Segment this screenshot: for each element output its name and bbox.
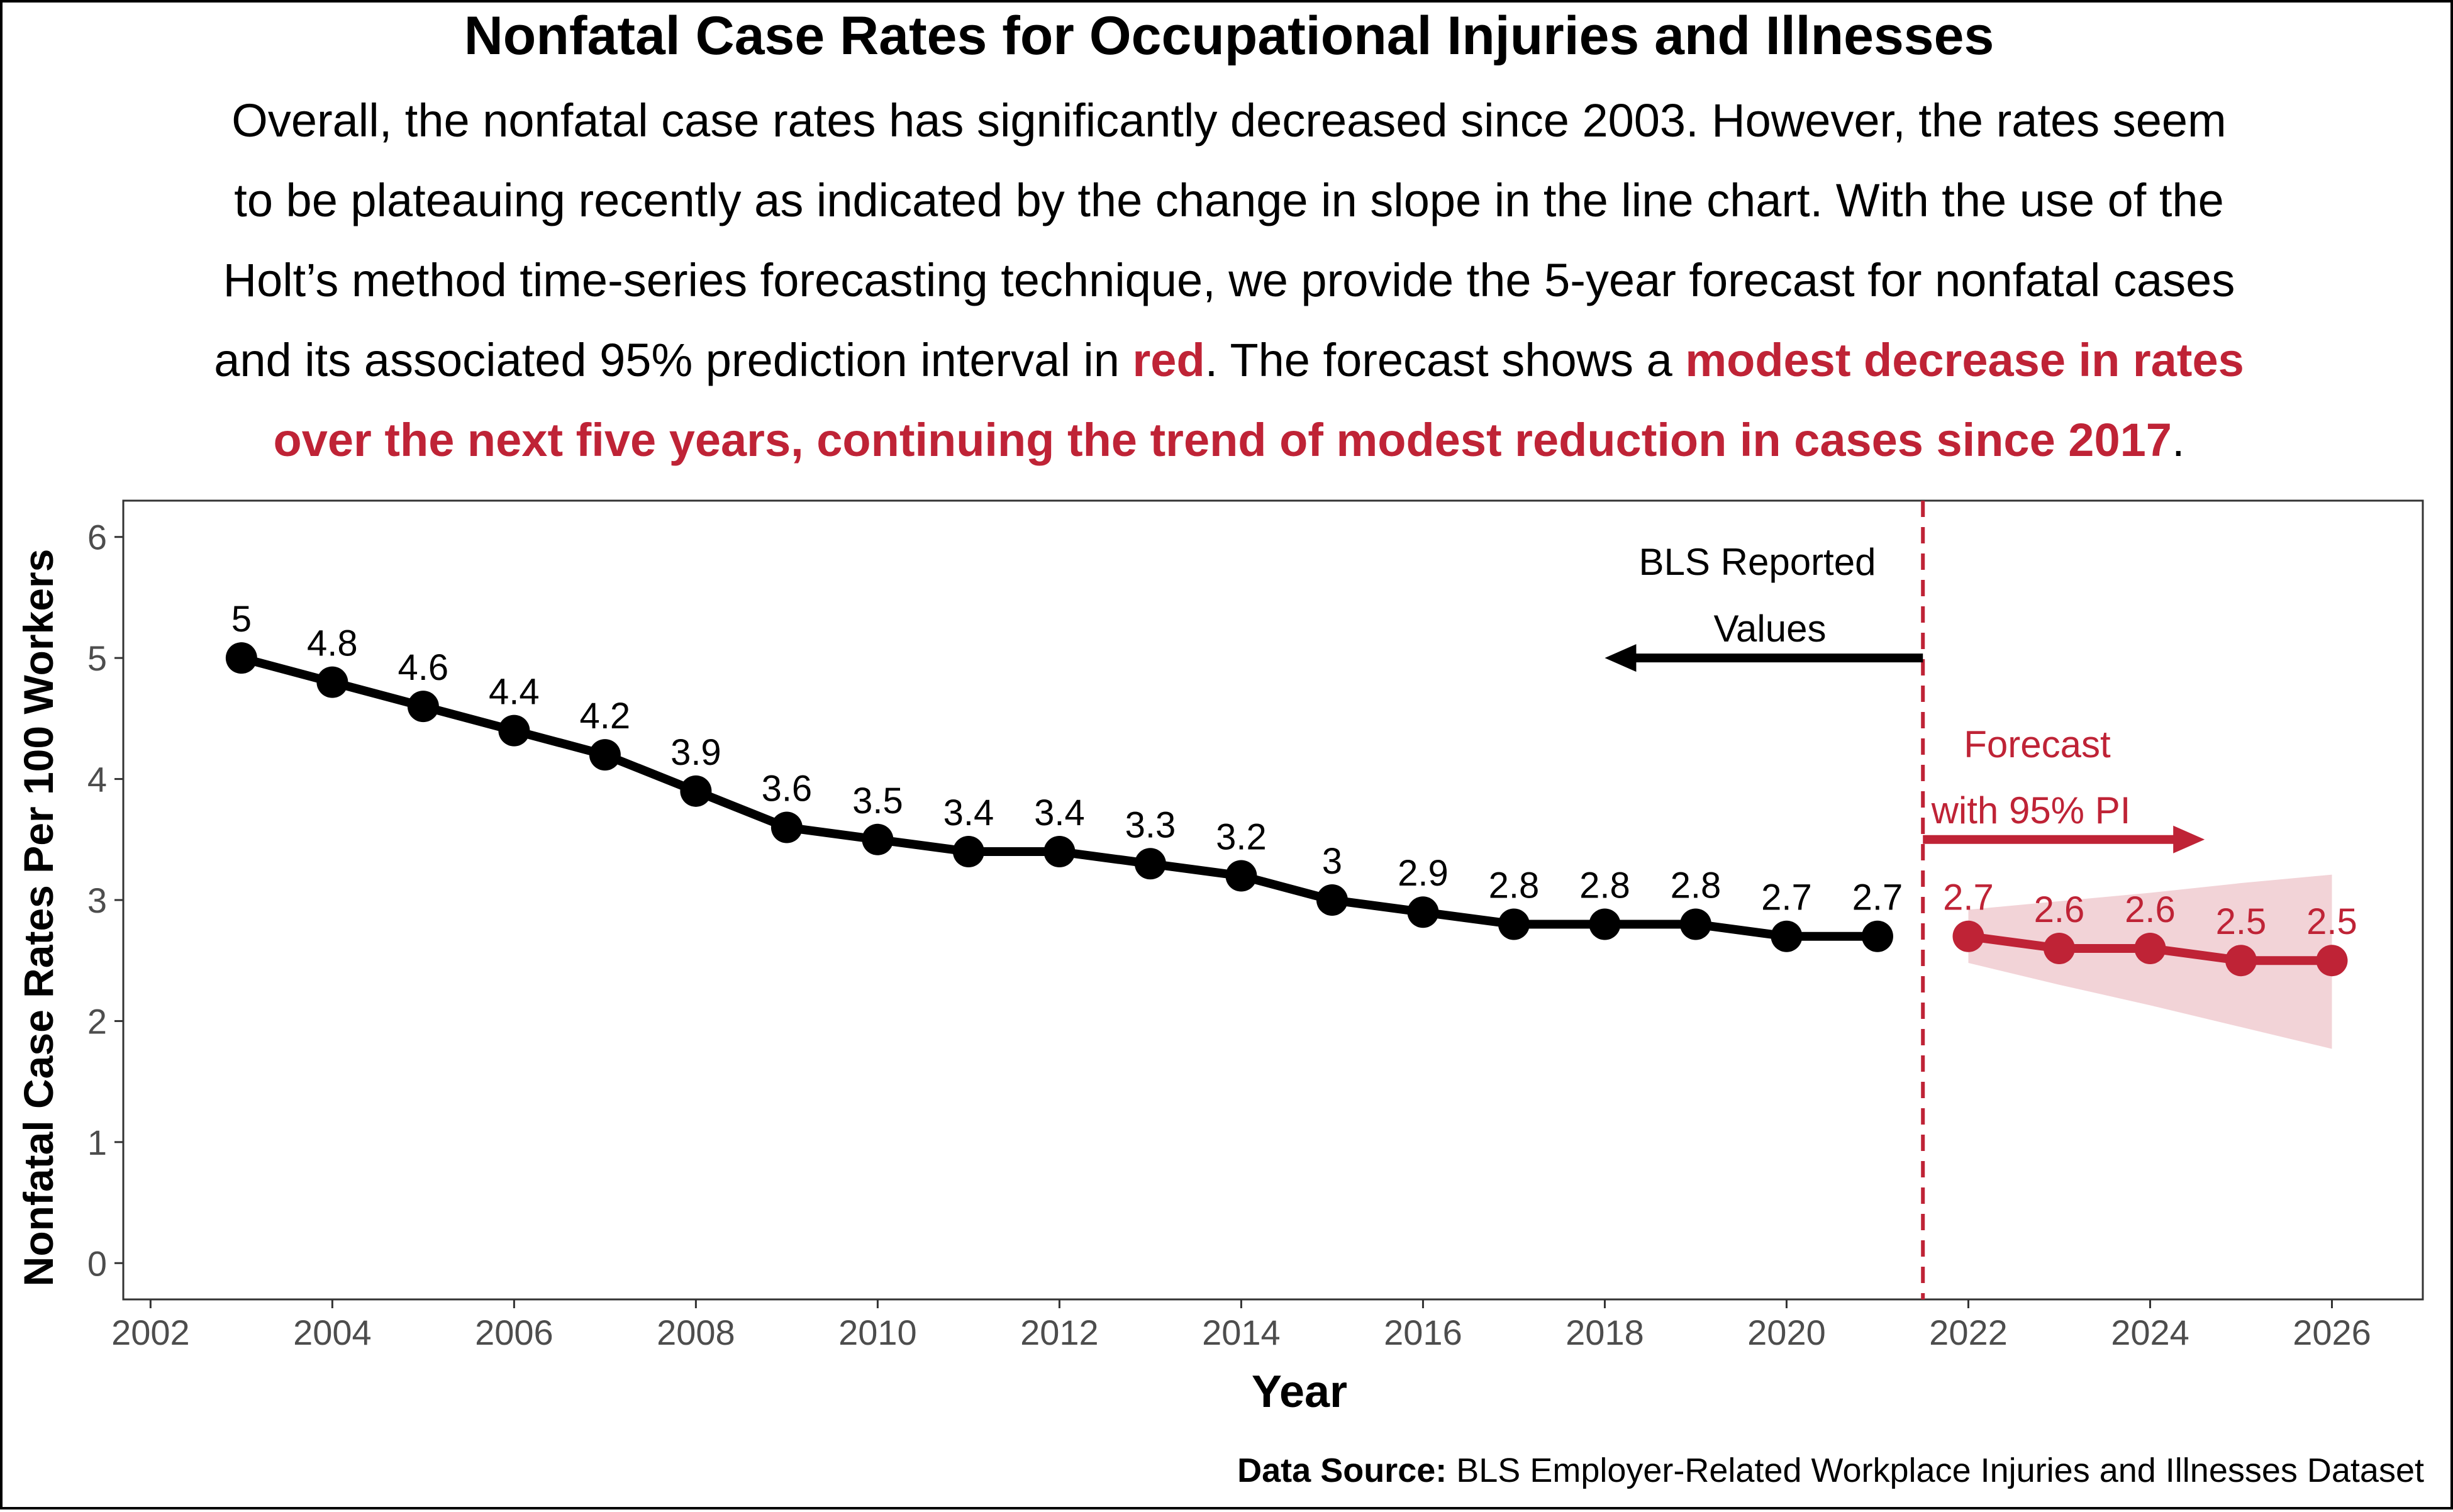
reported-data-point [862, 823, 894, 855]
data-source-label: Data Source: [1237, 1452, 1447, 1489]
forecast-data-label: 2.5 [2306, 901, 2357, 942]
reported-data-label: 3.5 [852, 781, 903, 821]
reported-data-label: 4.2 [580, 696, 631, 737]
reported-data-point [407, 691, 439, 723]
subtitle-text: to be plateauing recently as indicated b… [234, 174, 2223, 226]
subtitle-line: and its associated 95% prediction interv… [214, 334, 2244, 386]
reported-data-point [1134, 848, 1166, 880]
x-tick-label: 2006 [475, 1313, 553, 1352]
annotation-forecast-line2: with 95% PI [1931, 789, 2131, 831]
forecast-data-point [2134, 932, 2166, 964]
plot-area: 0 1 2 3 4 5 6 2002 2004 2006 2008 2010 2012 2014 2016 2… [87, 499, 2424, 1352]
subtitle-highlight: over the next five years, continuing the… [274, 414, 2172, 466]
forecast-data-point [2043, 932, 2075, 964]
subtitle-text: . [2172, 414, 2185, 466]
y-axis-title: Nonfatal Case Rates Per 100 Workers [15, 549, 62, 1287]
forecast-data-point [2316, 945, 2348, 977]
reported-data-point [1589, 908, 1621, 940]
y-tick-label: 0 [87, 1243, 107, 1283]
forecast-data-label: 2.7 [1943, 877, 1994, 918]
reported-data-label: 3.4 [1034, 792, 1085, 833]
y-tick-label: 1 [87, 1123, 107, 1162]
reported-data-point [1407, 896, 1439, 928]
x-tick-label: 2024 [2111, 1313, 2189, 1352]
forecast-data-point [1952, 920, 1984, 952]
x-tick-label: 2026 [2293, 1313, 2371, 1352]
y-tick-label: 5 [87, 638, 107, 678]
subtitle-line: Holt’s method time-series forecasting te… [223, 254, 2235, 306]
subtitle-text: Overall, the nonfatal case rates has sig… [231, 94, 2226, 147]
chart-subtitle: Overall, the nonfatal case rates has sig… [214, 94, 2244, 466]
reported-data-label: 2.7 [1761, 877, 1812, 918]
reported-data-label: 4.6 [398, 647, 449, 688]
reported-data-label: 2.7 [1852, 877, 1903, 918]
forecast-data-label: 2.6 [2125, 889, 2176, 930]
reported-data-label: 4.4 [489, 672, 540, 713]
x-axis-title: Year [1252, 1367, 1347, 1417]
subtitle-highlight: red [1133, 334, 1205, 386]
reported-data-label: 3.4 [943, 792, 994, 833]
x-tick-label: 2010 [838, 1313, 917, 1352]
reported-data-point [316, 666, 348, 698]
chart-title: Nonfatal Case Rates for Occupational Inj… [464, 6, 1994, 66]
x-tick-label: 2016 [1384, 1313, 1462, 1352]
reported-data-point [680, 775, 712, 807]
x-tick-label: 2022 [1929, 1313, 2008, 1352]
reported-data-label: 3.2 [1216, 817, 1267, 858]
reported-data-point [1679, 908, 1711, 940]
subtitle-line: Overall, the nonfatal case rates has sig… [231, 94, 2226, 147]
data-source-text: BLS Employer-Related Workplace Injuries … [1447, 1452, 2424, 1489]
x-tick-label: 2014 [1202, 1313, 1281, 1352]
reported-data-label: 2.8 [1489, 865, 1540, 906]
reported-data-point [1316, 884, 1348, 916]
chart-canvas: Nonfatal Case Rates for Occupational Inj… [15, 6, 2424, 1489]
y-tick-label: 6 [87, 518, 107, 557]
reported-data-point [952, 836, 984, 868]
forecast-data-label: 2.5 [2216, 901, 2267, 942]
reported-arrow-head [1605, 644, 1637, 672]
forecast-arrow-head [2173, 825, 2205, 853]
x-tick-label: 2012 [1020, 1313, 1099, 1352]
x-tick-label: 2002 [111, 1313, 190, 1352]
reported-data-point [498, 714, 530, 747]
reported-data-point [1861, 920, 1893, 952]
subtitle-text: . The forecast shows a [1205, 334, 1686, 386]
annotation-reported-line2: Values [1713, 608, 1826, 650]
subtitle-line: over the next five years, continuing the… [274, 414, 2185, 466]
forecast-data-label: 2.6 [2034, 889, 2085, 930]
subtitle-text: Holt’s method time-series forecasting te… [223, 254, 2235, 306]
subtitle-highlight: modest decrease in rates [1685, 334, 2244, 386]
reported-data-point [1225, 860, 1257, 892]
y-tick-label: 2 [87, 1001, 107, 1041]
subtitle-line: to be plateauing recently as indicated b… [234, 174, 2223, 226]
data-source-note: Data Source: BLS Employer-Related Workpl… [1237, 1452, 2424, 1489]
reported-data-label: 3.3 [1125, 804, 1176, 845]
reported-data-label: 2.8 [1671, 865, 1722, 906]
reported-data-label: 3.9 [670, 732, 721, 773]
reported-data-label: 2.8 [1579, 865, 1630, 906]
reported-data-point [1498, 908, 1530, 940]
forecast-data-point [2225, 945, 2257, 977]
reported-data-point [589, 739, 621, 771]
annotation-forecast-line1: Forecast [1964, 723, 2111, 765]
reported-data-label: 3.6 [762, 769, 813, 809]
reported-data-point [225, 642, 257, 674]
y-tick-label: 3 [87, 881, 107, 920]
subtitle-text: and its associated 95% prediction interv… [214, 334, 1132, 386]
x-tick-label: 2020 [1747, 1313, 1826, 1352]
annotation-reported-line1: BLS Reported [1639, 541, 1876, 583]
x-tick-label: 2018 [1566, 1313, 1644, 1352]
reported-data-label: 5 [231, 599, 252, 640]
x-tick-label: 2004 [293, 1313, 372, 1352]
x-tick-label: 2008 [657, 1313, 735, 1352]
reported-data-label: 3 [1322, 841, 1342, 882]
y-tick-label: 4 [87, 760, 107, 799]
reported-data-point [770, 811, 803, 843]
reported-data-label: 4.8 [307, 623, 358, 664]
reported-data-label: 2.9 [1398, 853, 1449, 894]
reported-data-point [1771, 920, 1803, 952]
reported-data-point [1043, 836, 1076, 868]
